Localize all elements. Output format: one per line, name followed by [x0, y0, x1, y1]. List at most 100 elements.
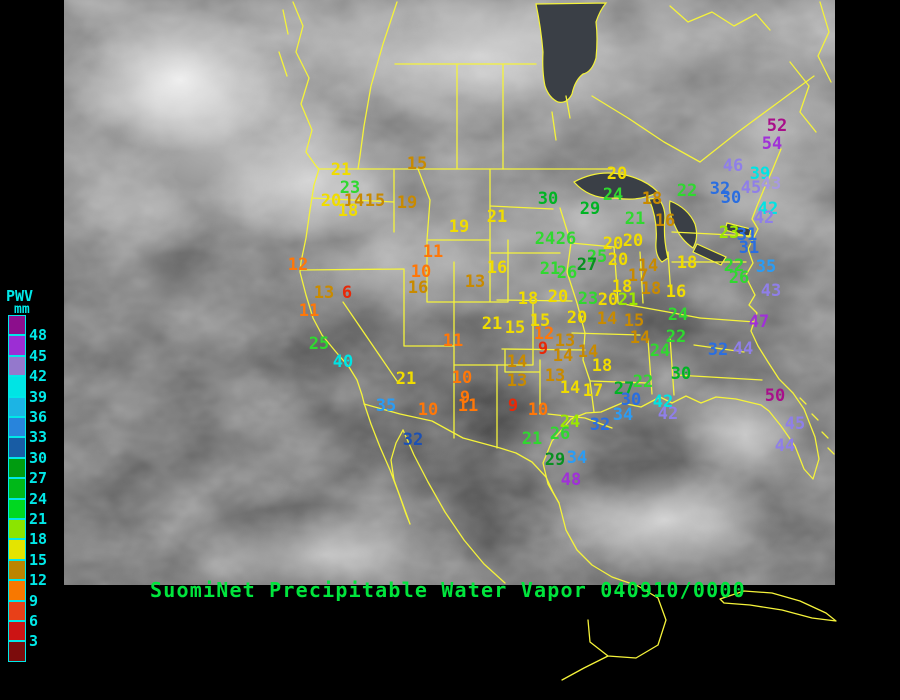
station-value: 21	[481, 314, 503, 335]
station-value: 16	[407, 278, 429, 299]
station-value: 15	[364, 191, 386, 212]
legend-tick-label: 30	[29, 448, 48, 467]
station-value: 14	[577, 342, 599, 363]
cloud-texture	[64, 0, 835, 585]
station-value: 17	[627, 266, 649, 287]
station-value: 26	[556, 263, 578, 284]
station-value: 24	[667, 305, 689, 326]
station-value: 18	[640, 279, 662, 300]
station-value: 13	[313, 283, 335, 304]
station-value: 31	[736, 225, 758, 246]
legend-color-box	[8, 396, 26, 417]
legend-tick-label: 9	[29, 591, 39, 610]
station-value: 16	[665, 282, 687, 303]
station-value: 20	[602, 234, 624, 255]
station-value: 52	[766, 116, 788, 137]
legend-tick-label: 12	[29, 571, 48, 590]
station-value: 43	[760, 281, 782, 302]
station-value: 11	[442, 331, 464, 352]
station-value: 30	[670, 364, 692, 385]
legend-color-box	[8, 621, 26, 642]
station-value: 21	[486, 207, 508, 228]
station-value: 45	[740, 178, 762, 199]
station-value: 29	[579, 199, 601, 220]
station-value: 13	[554, 331, 576, 352]
station-value: 15	[623, 311, 645, 332]
station-value: 21	[330, 160, 352, 181]
station-value: 44	[774, 436, 796, 457]
station-value: 29	[544, 450, 566, 471]
station-value: 16	[654, 211, 676, 232]
legend-tick-label: 48	[29, 326, 48, 345]
station-value: 15	[529, 311, 551, 332]
legend-tick-label: 45	[29, 346, 48, 365]
station-value: 16	[486, 258, 508, 279]
station-value: 20	[606, 164, 628, 185]
station-value: 35	[755, 257, 777, 278]
pwv-legend: PWV mm 48 45 42 39 36 33 30 27 24 21 18 15 12 9 6 3	[6, 289, 47, 662]
station-value: 23	[339, 178, 361, 199]
station-value: 12	[533, 324, 555, 345]
station-value: 25	[586, 247, 608, 268]
station-value: 18	[611, 277, 633, 298]
station-value: 15	[406, 154, 428, 175]
legend-color-box	[8, 437, 26, 458]
station-value: 10	[451, 368, 473, 389]
legend-color-box	[8, 355, 26, 377]
station-value: 13	[544, 366, 566, 387]
legend-color-box	[8, 335, 26, 356]
station-value: 20	[622, 231, 644, 252]
legend-color-box	[8, 498, 26, 519]
station-value: 21	[617, 290, 639, 311]
station-value: 22	[676, 181, 698, 202]
legend-color-box	[8, 315, 26, 336]
station-value: 26	[728, 268, 750, 289]
station-value: 21	[539, 259, 561, 280]
station-value: 14	[343, 191, 365, 212]
station-value: 18	[591, 356, 613, 377]
legend-color-box	[8, 457, 26, 479]
station-value: 24	[602, 185, 624, 206]
station-value: 11	[298, 301, 320, 322]
station-value: 22	[723, 256, 745, 277]
station-value: 24	[649, 341, 671, 362]
station-value: 30	[620, 390, 642, 411]
station-value: 14	[629, 328, 651, 349]
station-value: 20	[597, 290, 619, 311]
station-value: 21	[395, 369, 417, 390]
legend-color-box	[8, 559, 26, 581]
station-value: 20	[547, 287, 569, 308]
station-value: 24	[559, 412, 581, 433]
station-value: 18	[517, 289, 539, 310]
station-value: 32	[709, 179, 731, 200]
station-value: 35	[375, 396, 397, 417]
station-value: 10	[410, 262, 432, 283]
station-value: 47	[748, 312, 770, 333]
station-value: 34	[612, 405, 634, 426]
station-value: 19	[396, 193, 418, 214]
legend-color-box	[8, 478, 26, 499]
station-value: 46	[722, 156, 744, 177]
station-value: 15	[504, 318, 526, 339]
station-value: 30	[720, 188, 742, 209]
station-value: 23	[718, 223, 740, 244]
station-value: 9	[459, 388, 471, 409]
legend-tick-label: 18	[29, 530, 48, 549]
station-value: 18	[676, 253, 698, 274]
station-value: 26	[549, 424, 571, 445]
legend-tick-label: 27	[29, 469, 48, 488]
station-value: 43	[760, 174, 782, 195]
legend-color-box	[8, 376, 26, 397]
legend-color-box	[8, 580, 26, 601]
legend-color-box	[8, 519, 26, 540]
station-value: 13	[506, 371, 528, 392]
legend-tick-label: 6	[29, 612, 39, 630]
station-value: 44	[732, 339, 754, 360]
station-value: 39	[749, 164, 771, 185]
legend-tick-label: 21	[29, 510, 48, 528]
station-value: 40	[332, 352, 354, 373]
station-value: 9	[537, 339, 549, 360]
station-value: 14	[596, 309, 618, 330]
legend-tick-label: 3	[29, 632, 39, 651]
